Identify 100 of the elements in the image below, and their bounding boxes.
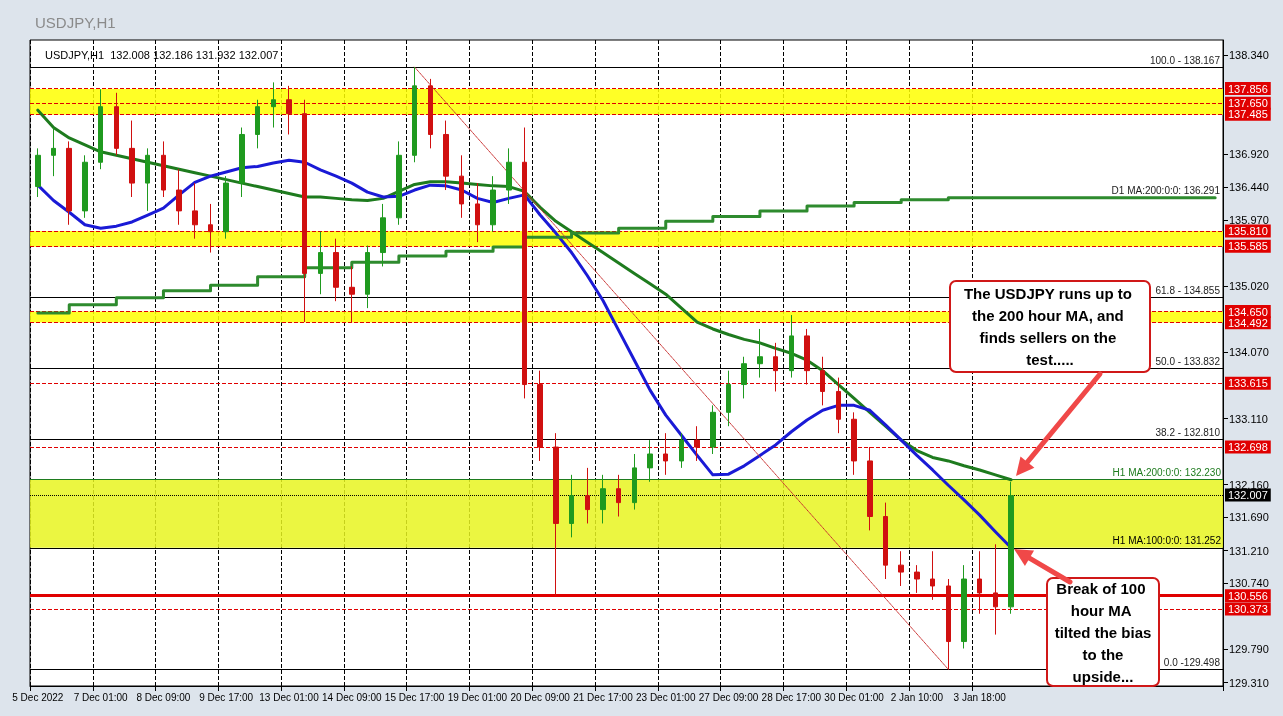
candlestick: [663, 432, 668, 476]
candlestick: [585, 467, 590, 524]
candlestick: [506, 147, 512, 205]
candlestick: [443, 120, 449, 191]
candlestick: [647, 439, 653, 483]
y-tick-label: 138.340: [1229, 49, 1269, 62]
candlestick: [271, 81, 276, 129]
candlestick: [114, 92, 119, 156]
candlestick: [333, 238, 339, 302]
candlestick: [726, 370, 731, 427]
candlestick: [192, 182, 198, 240]
candlestick: [82, 154, 88, 219]
candlestick: [789, 314, 794, 379]
candlestick: [820, 356, 825, 406]
candlestick: [318, 231, 323, 295]
candlestick: [1008, 481, 1014, 615]
candlestick: [804, 328, 810, 386]
candlestick: [537, 370, 543, 462]
candlestick: [836, 377, 841, 434]
y-tick-label: 131.690: [1229, 511, 1269, 524]
text: USDJPY,H1 132.008 132.186 131.932 132.007: [45, 48, 279, 61]
annotation: 38.2 - 132.810: [1155, 426, 1221, 438]
candlestick: [239, 127, 245, 198]
candlestick: [710, 404, 716, 455]
candlestick: [286, 85, 292, 135]
candlestick: [412, 66, 417, 163]
candlestick: [365, 245, 370, 309]
candlestick: [380, 203, 386, 267]
y-tick-label: 132.160: [1229, 478, 1269, 491]
ref-line-label: 137.856: [1228, 82, 1268, 95]
candlestick: [961, 564, 967, 649]
annotation: D1 MA:200:0:0: 136.291: [1111, 185, 1221, 197]
x-tick-label: 27 Dec 09:00: [698, 691, 759, 703]
annotation: 61.8 - 134.855: [1155, 284, 1221, 296]
x-tick-label: 5 Dec 2022: [12, 691, 64, 703]
candlestick: [223, 175, 229, 240]
x-tick-label: 7 Dec 01:00: [73, 691, 129, 703]
candlestick: [773, 342, 778, 392]
candlestick: [741, 356, 747, 399]
ref-line-label: 134.650: [1228, 305, 1268, 318]
x-tick-label: 13 Dec 01:00: [259, 691, 320, 703]
y-tick-label: 133.110: [1229, 412, 1268, 425]
ref-line-label: H1 MA:100:0:0: 131.252: [1112, 535, 1222, 547]
candlestick: [977, 550, 982, 615]
ref-line-label: 133.615: [1228, 377, 1268, 390]
y-tick-label: 131.210: [1229, 544, 1269, 557]
y-tick-label: 136.920: [1229, 147, 1269, 160]
candlestick: [459, 154, 464, 219]
candlestick: [51, 127, 56, 177]
candlestick: [490, 175, 496, 233]
candlestick: [176, 168, 182, 226]
candlestick: [898, 550, 904, 587]
ref-line-label: 132.007: [1228, 488, 1268, 501]
ref-line-label: 135.810: [1228, 225, 1268, 238]
candlestick: [129, 120, 135, 198]
candlestick: [553, 432, 559, 597]
ref-line-label: 135.585: [1228, 240, 1268, 253]
x-tick-label: 14 Dec 09:00: [322, 691, 382, 703]
candlestick: [255, 99, 260, 149]
candlestick: [867, 446, 873, 531]
candlestick: [428, 78, 433, 149]
candlestick: [616, 474, 621, 518]
ref-line-label: 137.485: [1228, 108, 1268, 121]
annotation: Break of 100 hour MA tilted the bias to the upside...: [1054, 579, 1152, 685]
candlestick: [946, 578, 951, 670]
y-tick-label: 134.070: [1229, 345, 1269, 358]
ref-line-label: 134.492: [1228, 316, 1268, 329]
x-tick-label: 19 Dec 01:00: [447, 691, 508, 703]
x-tick-label: 23 Dec 01:00: [635, 691, 696, 703]
ref-line-label: 130.556: [1228, 589, 1268, 602]
x-tick-label: 8 Dec 09:00: [136, 691, 191, 703]
ref-line-label: 137.650: [1228, 97, 1268, 110]
candlestick: [883, 502, 888, 580]
x-tick-label: 20 Dec 09:00: [510, 691, 571, 703]
candlestick: [914, 564, 920, 594]
candlestick: [35, 147, 41, 198]
x-tick-label: 15 Dec 17:00: [384, 691, 445, 703]
y-tick-label: 135.020: [1229, 279, 1269, 292]
ref-line-label: H1 MA:200:0:0: 132.230: [1112, 467, 1222, 479]
candlestick: [632, 453, 637, 511]
annotation: The USDJPY runs up to the 200 hour MA, and finds sellers on the test.....: [963, 285, 1137, 368]
candlestick: [396, 140, 402, 226]
y-tick-label: 130.740: [1229, 577, 1269, 590]
candlestick: [694, 425, 700, 462]
ref-line-label: 130.373: [1228, 602, 1268, 615]
candlestick: [757, 328, 763, 379]
x-tick-label: 21 Dec 17:00: [573, 691, 634, 703]
ref-line-label: 132.698: [1228, 441, 1268, 454]
candlestick: [569, 474, 574, 538]
candlestick: [66, 140, 72, 226]
y-tick-label: 136.440: [1229, 181, 1269, 194]
annotation: 100.0 - 138.167: [1149, 54, 1221, 66]
candlestick: [208, 203, 213, 254]
annotation: 50.0 - 133.832: [1155, 355, 1221, 367]
candlestick: [302, 99, 307, 323]
candlestick: [930, 550, 935, 601]
chart-title: USDJPY,H1: [35, 14, 116, 31]
candlestick: [993, 543, 998, 636]
candlestick: [600, 474, 606, 524]
x-tick-label: 30 Dec 01:00: [824, 691, 885, 703]
